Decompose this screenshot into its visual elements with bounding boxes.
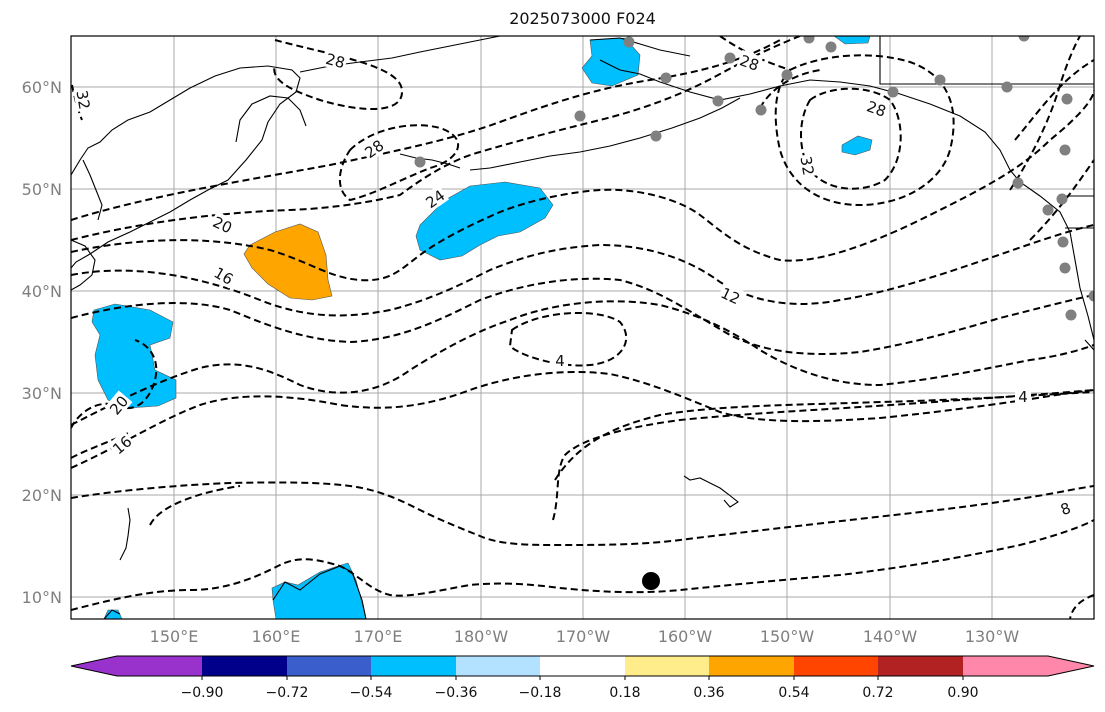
colorbar-segment: [202, 656, 287, 676]
colorbar-extend-min: [71, 656, 117, 676]
contour-label: 28: [737, 51, 761, 74]
station-marker: [1018, 36, 1030, 42]
lon-label: 170°E: [354, 627, 403, 646]
station-marker: [660, 72, 672, 84]
station-marker: [574, 110, 586, 122]
station-marker: [781, 69, 793, 81]
latitude-labels: 60°N 50°N 40°N 30°N 20°N 10°N: [22, 78, 62, 607]
contour-label: 32: [796, 155, 817, 177]
station-marker: [1012, 177, 1024, 189]
longitude-labels: 150°E 160°E 170°E 180°W 170°W 160°W 150°…: [150, 627, 1020, 646]
lon-label: 160°W: [658, 627, 713, 646]
colorbar-tick-label: 0.90: [947, 685, 978, 701]
lat-label: 30°N: [22, 384, 62, 403]
colorbar-tick-label: −0.18: [519, 685, 562, 701]
negative-anomaly-region: [415, 181, 554, 261]
colorbar-tick-label: 0.72: [862, 685, 893, 701]
station-markers: [414, 36, 1094, 321]
negative-anomaly-region: [271, 562, 367, 619]
station-marker: [1057, 236, 1069, 248]
plot-frame: [70, 35, 1095, 620]
station-marker: [1088, 290, 1094, 302]
negative-anomaly-region: [841, 135, 873, 156]
lon-label: 180°W: [454, 627, 509, 646]
colorbar-segment: [794, 656, 878, 676]
colorbar-tick-label: 0.54: [778, 685, 809, 701]
contour-label: 28: [864, 97, 888, 120]
colorbar-segment: [456, 656, 540, 676]
colorbar: −0.90 −0.72 −0.54 −0.36 −0.18 0.18 0.36 0.54 0.7…: [70, 655, 1095, 701]
lon-label: 170°W: [556, 627, 611, 646]
station-marker: [825, 41, 837, 53]
lon-label: 130°W: [965, 627, 1020, 646]
lon-label: 160°E: [252, 627, 301, 646]
center-marker: [642, 572, 660, 590]
colorbar-extend-max: [1048, 656, 1094, 676]
positive-anomaly-region: [243, 223, 333, 301]
station-marker: [724, 52, 736, 64]
station-marker: [887, 86, 899, 98]
colorbar-segment: [540, 656, 625, 676]
colorbar-segment: [371, 656, 456, 676]
lat-label: 10°N: [22, 588, 62, 607]
map-title: 2025073000 F024: [509, 9, 656, 28]
colorbar-tick-label: −0.72: [266, 685, 309, 701]
colorbar-segment: [878, 656, 963, 676]
contours: [71, 36, 1094, 619]
station-marker: [1056, 193, 1068, 205]
colorbar-segment: [709, 656, 794, 676]
station-marker: [803, 36, 815, 44]
colorbar-segment: [117, 656, 202, 676]
station-marker: [712, 95, 724, 107]
station-marker: [623, 36, 635, 48]
contour-label: 4: [1018, 388, 1028, 406]
contour-label: 28: [324, 50, 347, 72]
station-marker: [1065, 309, 1077, 321]
station-marker: [1061, 93, 1073, 105]
colorbar-tick-label: −0.36: [435, 685, 478, 701]
station-marker: [755, 104, 767, 116]
colorbar-tick-label: −0.54: [350, 685, 393, 701]
negative-anomaly-region: [833, 36, 871, 45]
station-marker: [1059, 262, 1071, 274]
lat-label: 50°N: [22, 180, 62, 199]
lat-label: 40°N: [22, 282, 62, 301]
colorbar-segment: [963, 656, 1048, 676]
station-marker: [1042, 204, 1054, 216]
negative-anomaly-region: [91, 303, 177, 409]
colorbar-tick-label: 0.18: [609, 685, 640, 701]
lon-label: 140°W: [863, 627, 918, 646]
station-marker: [1059, 144, 1071, 156]
contour-label: 4: [555, 352, 565, 370]
lat-label: 20°N: [22, 486, 62, 505]
graticule: [71, 36, 1094, 619]
contour-label: 32: [72, 89, 93, 111]
lat-label: 60°N: [22, 78, 62, 97]
station-marker: [1001, 81, 1013, 93]
station-marker: [934, 74, 946, 86]
lon-label: 150°E: [150, 627, 199, 646]
shaded-regions: [91, 36, 873, 619]
colorbar-segment: [625, 656, 709, 676]
station-marker: [414, 156, 426, 168]
colorbar-tick-label: 0.36: [693, 685, 724, 701]
colorbar-tick-label: −0.90: [181, 685, 224, 701]
colorbar-segment: [287, 656, 371, 676]
lon-label: 150°W: [760, 627, 815, 646]
station-marker: [650, 130, 662, 142]
